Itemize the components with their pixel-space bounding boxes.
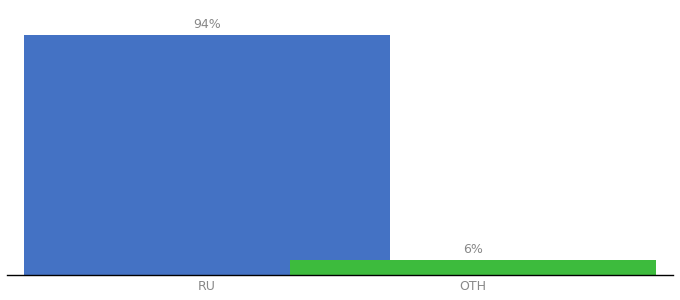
- Text: 6%: 6%: [463, 243, 483, 256]
- Bar: [24, 35, 390, 275]
- Text: 94%: 94%: [193, 18, 220, 31]
- Bar: [290, 260, 656, 275]
